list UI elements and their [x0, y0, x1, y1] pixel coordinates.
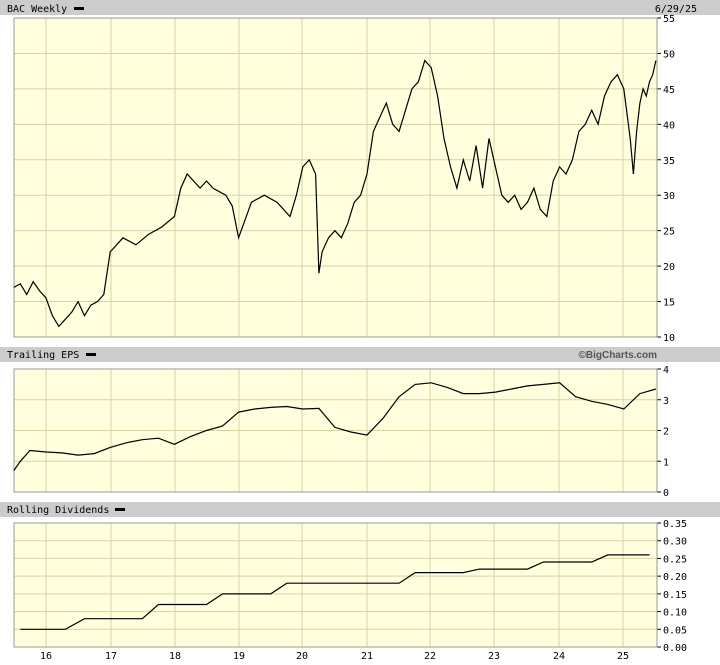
div-ytick-label: 0.05 [663, 625, 687, 636]
price-ytick-label: 35 [663, 156, 675, 167]
eps-ytick-label: 2 [663, 427, 669, 438]
bigcharts-watermark: ©BigCharts.com [579, 350, 658, 361]
price-ytick-label: 15 [663, 298, 675, 309]
price-ytick-label: 30 [663, 191, 675, 202]
div-ytick-label: 0.00 [663, 643, 687, 654]
div-plot-area [14, 523, 657, 647]
xtick-label: 19 [233, 651, 245, 662]
div-ytick-label: 0.10 [663, 608, 687, 619]
price-ytick-label: 50 [663, 49, 675, 60]
xtick-label: 18 [169, 651, 181, 662]
price-ytick-label: 20 [663, 262, 675, 273]
price-ytick-label: 55 [663, 14, 675, 25]
xtick-label: 21 [361, 651, 373, 662]
eps-ytick-label: 1 [663, 457, 669, 468]
div-header-bar [0, 502, 720, 517]
price-series-line [13, 59, 657, 328]
price-chart-title: BAC Weekly [7, 4, 67, 15]
div-plot-border [13, 522, 658, 648]
price-plot-border [13, 17, 658, 338]
div-legend-swatch [115, 508, 125, 511]
eps-panel-title: Trailing EPS [7, 350, 79, 361]
xtick-label: 17 [105, 651, 117, 662]
price-ytick-label: 25 [663, 227, 675, 238]
eps-ytick-label: 4 [663, 365, 669, 376]
xtick-label: 25 [617, 651, 629, 662]
xtick-label: 22 [424, 651, 436, 662]
price-legend-swatch [74, 7, 84, 10]
price-ytick-label: 40 [663, 120, 675, 131]
price-ytick-label: 10 [663, 333, 675, 344]
price-plot-area [14, 18, 657, 337]
div-ytick-label: 0.25 [663, 554, 687, 565]
price-header-bar [0, 0, 720, 15]
xtick-label: 24 [553, 651, 565, 662]
div-ytick-label: 0.20 [663, 572, 687, 583]
xtick-label: 20 [296, 651, 308, 662]
price-ytick-label: 45 [663, 85, 675, 96]
eps-ytick-label: 3 [663, 396, 669, 407]
eps-legend-swatch [86, 353, 96, 356]
eps-ytick-label: 0 [663, 488, 669, 499]
xtick-label: 16 [40, 651, 52, 662]
div-series-line [20, 554, 650, 630]
eps-header-bar [0, 347, 720, 362]
div-ytick-label: 0.30 [663, 537, 687, 548]
eps-series-line [13, 382, 657, 471]
div-ytick-label: 0.15 [663, 590, 687, 601]
div-ytick-label: 0.35 [663, 519, 687, 530]
xtick-label: 23 [488, 651, 500, 662]
eps-plot-border [13, 368, 658, 493]
chart-date: 6/29/25 [655, 4, 697, 15]
div-panel-title: Rolling Dividends [7, 505, 109, 516]
